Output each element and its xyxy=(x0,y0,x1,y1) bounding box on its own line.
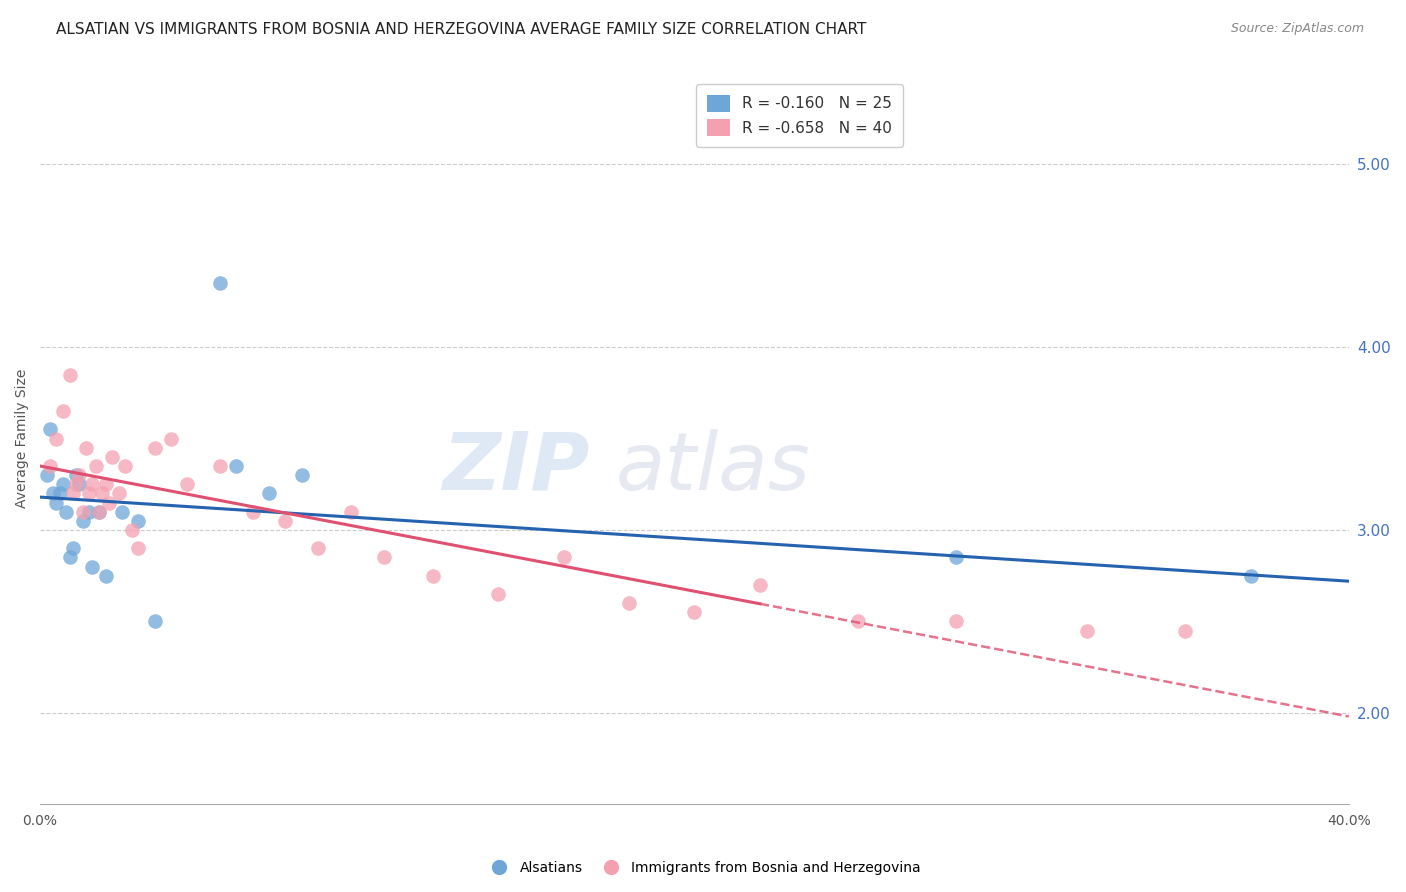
Point xyxy=(62,486,84,500)
Point xyxy=(945,615,967,629)
Point xyxy=(340,505,363,519)
Point xyxy=(683,605,706,619)
Legend: R = -0.160   N = 25, R = -0.658   N = 40: R = -0.160 N = 25, R = -0.658 N = 40 xyxy=(696,84,903,146)
Point xyxy=(75,441,97,455)
Point xyxy=(87,505,110,519)
Point xyxy=(82,477,104,491)
Point xyxy=(553,550,575,565)
Point xyxy=(291,468,314,483)
Point xyxy=(77,505,100,519)
Point xyxy=(77,486,100,500)
Point xyxy=(1174,624,1197,638)
Text: ZIP: ZIP xyxy=(443,429,589,507)
Point xyxy=(65,468,87,483)
Point xyxy=(45,432,67,446)
Point xyxy=(176,477,198,491)
Point xyxy=(58,368,80,382)
Point xyxy=(225,458,247,473)
Point xyxy=(58,550,80,565)
Text: Source: ZipAtlas.com: Source: ZipAtlas.com xyxy=(1230,22,1364,36)
Point xyxy=(62,541,84,556)
Point xyxy=(242,505,264,519)
Point xyxy=(1240,568,1263,582)
Point xyxy=(35,468,58,483)
Point xyxy=(72,514,94,528)
Point xyxy=(160,432,183,446)
Point xyxy=(111,505,134,519)
Point xyxy=(52,477,75,491)
Point xyxy=(209,458,232,473)
Point xyxy=(617,596,640,610)
Point xyxy=(121,523,143,537)
Point xyxy=(127,514,149,528)
Point xyxy=(143,615,166,629)
Point xyxy=(67,477,90,491)
Point xyxy=(846,615,869,629)
Point xyxy=(209,277,232,291)
Point xyxy=(107,486,129,500)
Point xyxy=(101,450,124,464)
Text: atlas: atlas xyxy=(616,429,811,507)
Point xyxy=(52,404,75,418)
Text: ALSATIAN VS IMMIGRANTS FROM BOSNIA AND HERZEGOVINA AVERAGE FAMILY SIZE CORRELATI: ALSATIAN VS IMMIGRANTS FROM BOSNIA AND H… xyxy=(56,22,866,37)
Point xyxy=(486,587,509,601)
Point xyxy=(114,458,136,473)
Point xyxy=(84,458,107,473)
Point xyxy=(67,468,90,483)
Point xyxy=(39,458,62,473)
Point xyxy=(422,568,444,582)
Point xyxy=(373,550,395,565)
Point xyxy=(257,486,280,500)
Point xyxy=(143,441,166,455)
Point xyxy=(45,495,67,509)
Point xyxy=(97,495,120,509)
Point xyxy=(42,486,65,500)
Point xyxy=(55,505,77,519)
Legend: Alsatians, Immigrants from Bosnia and Herzegovina: Alsatians, Immigrants from Bosnia and He… xyxy=(479,855,927,880)
Point xyxy=(65,477,87,491)
Point xyxy=(72,505,94,519)
Point xyxy=(48,486,70,500)
Point xyxy=(94,568,117,582)
Y-axis label: Average Family Size: Average Family Size xyxy=(15,369,30,508)
Point xyxy=(274,514,297,528)
Point xyxy=(39,422,62,436)
Point xyxy=(748,578,770,592)
Point xyxy=(307,541,329,556)
Point xyxy=(82,559,104,574)
Point xyxy=(127,541,149,556)
Point xyxy=(87,505,110,519)
Point xyxy=(1076,624,1098,638)
Point xyxy=(945,550,967,565)
Point xyxy=(91,486,114,500)
Point xyxy=(94,477,117,491)
